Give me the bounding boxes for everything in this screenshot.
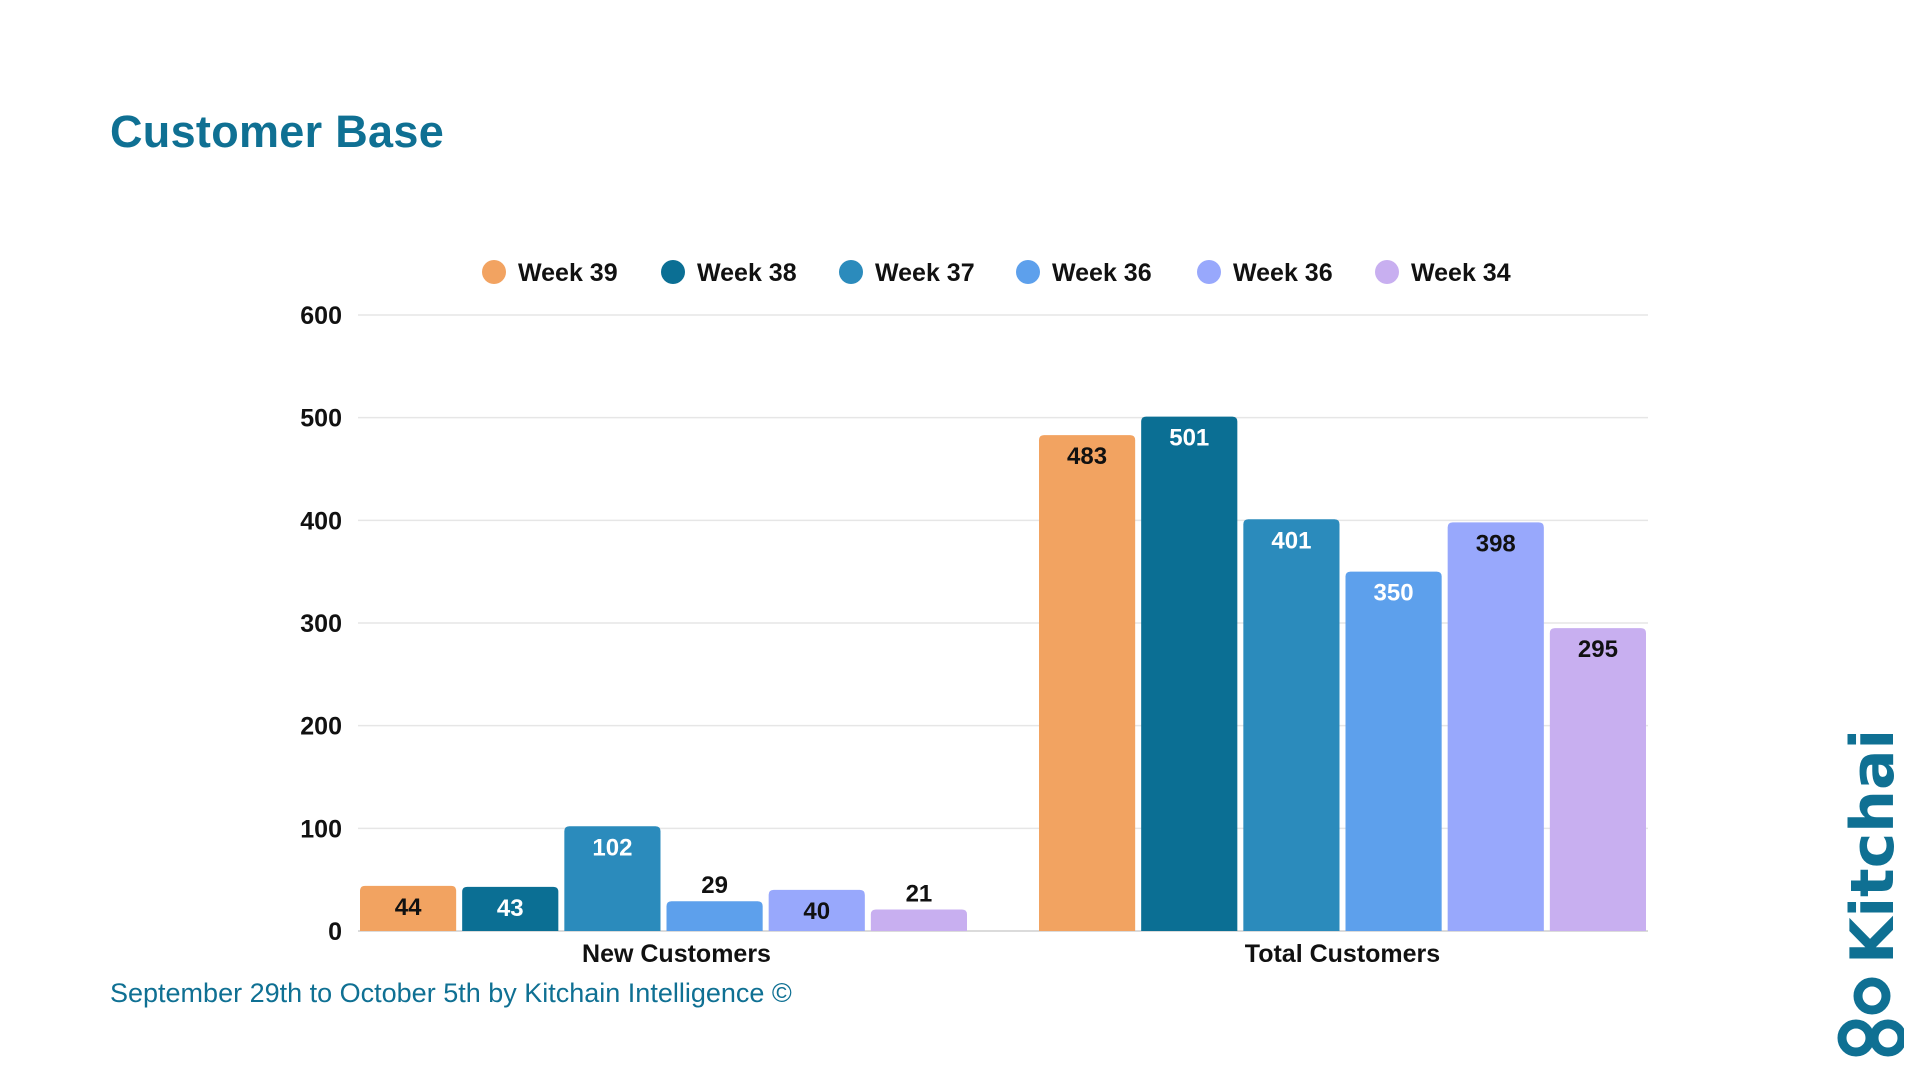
data-label: 350 [1374,580,1414,607]
legend-label: Week 36 [1052,259,1152,287]
footnote: September 29th to October 5th by Kitchai… [110,978,792,1008]
legend-marker [1016,260,1040,284]
bar[interactable] [1549,628,1646,931]
data-label: 40 [803,898,830,925]
y-tick-label: 100 [300,815,342,843]
legend-label: Week 36 [1233,259,1333,287]
legend-marker [839,260,863,284]
data-label: 44 [395,894,422,921]
category-label: New Customers [582,940,771,968]
bar[interactable] [1039,435,1136,931]
data-label: 29 [701,872,728,899]
y-tick-label: 200 [300,713,342,741]
bar[interactable] [870,909,967,931]
kitchain-logo: Kitchain [1837,728,1904,1057]
legend-label: Week 37 [875,259,975,287]
legend-marker [1375,260,1399,284]
data-label: 501 [1169,425,1209,452]
data-label: 102 [592,834,632,861]
y-tick-label: 0 [328,918,342,946]
data-label: 483 [1067,443,1107,470]
legend-marker [482,260,506,284]
bar[interactable] [768,889,865,931]
legend-marker [661,260,685,284]
bar[interactable] [564,826,661,931]
bar[interactable] [360,885,457,931]
category-label: Total Customers [1245,940,1440,968]
y-tick-label: 400 [300,507,342,535]
bar[interactable] [666,901,763,931]
bar[interactable] [1447,522,1544,931]
data-label: 295 [1578,636,1618,663]
bar[interactable] [462,886,559,931]
y-tick-label: 500 [300,405,342,433]
brand-name: Kitchain [1838,728,1904,964]
page-title: Customer Base [110,106,445,157]
data-label: 21 [906,880,933,907]
data-label: 398 [1476,530,1516,557]
bar[interactable] [1243,519,1340,931]
bar[interactable] [1345,571,1442,931]
data-label: 401 [1271,527,1311,554]
chain-link-icon [1837,977,1904,1057]
legend-label: Week 39 [518,259,618,287]
y-tick-label: 600 [300,302,342,330]
legend-marker [1197,260,1221,284]
legend-label: Week 38 [697,259,797,287]
legend-label: Week 34 [1411,259,1511,287]
data-label: 43 [497,895,524,922]
bar[interactable] [1141,416,1238,931]
y-tick-label: 300 [300,610,342,638]
